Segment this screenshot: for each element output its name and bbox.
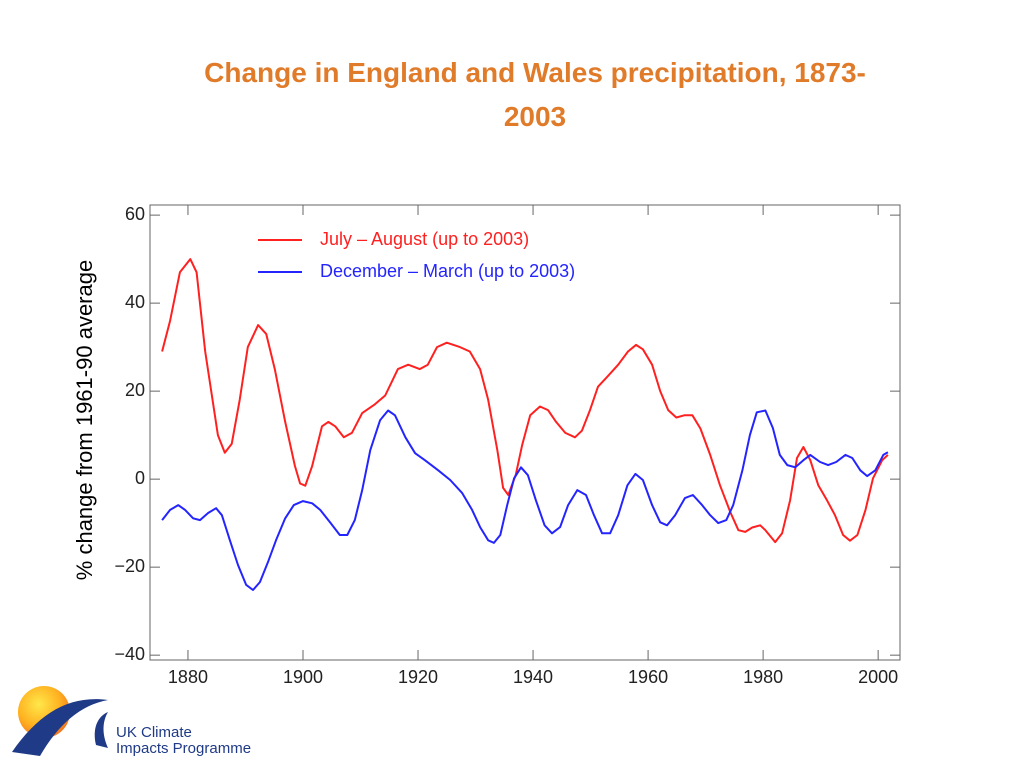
title-line: 2003 [504, 101, 566, 132]
plot-frame [149, 204, 901, 661]
x-tick-label: 1880 [168, 667, 208, 687]
series-line [161, 258, 889, 544]
x-tick-label: 1920 [398, 667, 438, 687]
chart-title: Change in England and Wales precipitatio… [204, 57, 866, 132]
x-tick-label: 1900 [283, 667, 323, 687]
legend-label: July – August (up to 2003) [320, 229, 529, 249]
y-tick-label: 60 [125, 204, 145, 224]
y-tick-label: −20 [114, 556, 145, 576]
series-line [161, 409, 889, 591]
x-tick-label: 1980 [743, 667, 783, 687]
y-tick-label: −40 [114, 644, 145, 664]
logo-mark [94, 712, 108, 748]
legend-label: December – March (up to 2003) [320, 261, 575, 281]
y-tick-label: 20 [125, 380, 145, 400]
y-tick-label: 40 [125, 292, 145, 312]
logo-text: Impacts Programme [116, 740, 251, 757]
logo-swoosh [12, 699, 108, 756]
y-axis-label: % change from 1961-90 average [72, 260, 97, 580]
y-tick-label: 0 [135, 468, 145, 488]
logo: UK Climate Impacts Programme [12, 686, 251, 757]
logo-text: UK Climate [116, 724, 192, 741]
x-tick-label: 1940 [513, 667, 553, 687]
x-tick-label: 2000 [858, 667, 898, 687]
title-line: Change in England and Wales precipitatio… [204, 57, 866, 88]
x-tick-label: 1960 [628, 667, 668, 687]
